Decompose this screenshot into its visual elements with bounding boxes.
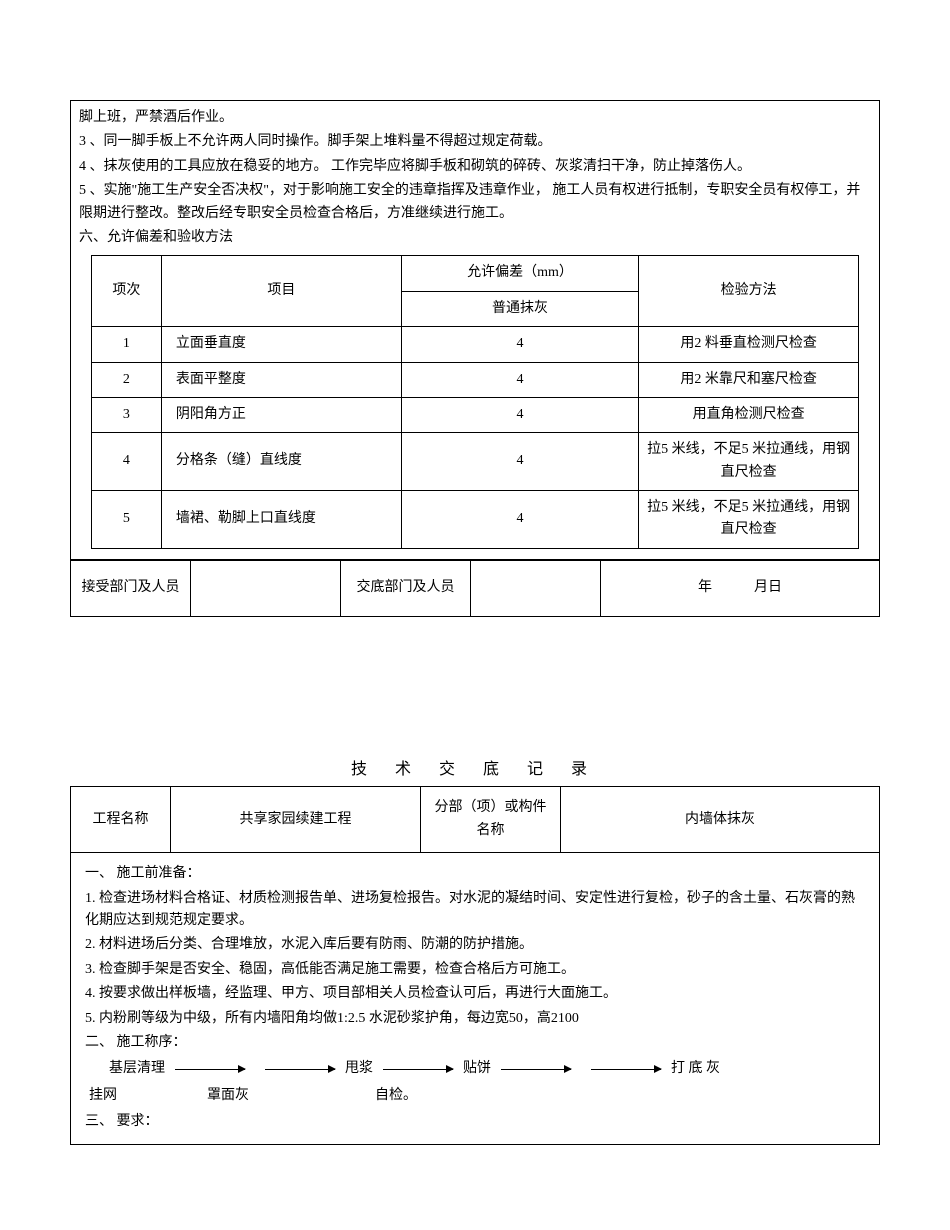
cell-item: 阴阳角方正	[161, 397, 401, 432]
arrow-icon	[265, 1069, 335, 1070]
table-row: 3 阴阳角方正 4 用直角检测尺检查	[91, 397, 858, 432]
cell-method: 用2 料垂直检测尺检查	[639, 327, 859, 362]
cell-seq: 4	[91, 433, 161, 491]
flow-line-2: 挂网 罩面灰 自检。	[85, 1085, 865, 1107]
cell-tol: 4	[401, 491, 638, 549]
section-1-block: 脚上班，严禁酒后作业。 3 、同一脚手板上不允许两人同时操作。脚手架上堆料量不得…	[70, 100, 880, 560]
cell-item: 表面平整度	[161, 362, 401, 397]
content-cell: 一、 施工前准备： 1. 检查进场材料合格证、材质检测报告单、进场复检报告。对水…	[71, 853, 880, 1144]
section2-table: 工程名称 共享家园续建工程 分部（项）或构件名称 内墙体抹灰 一、 施工前准备：…	[70, 786, 880, 1144]
cell-seq: 1	[91, 327, 161, 362]
cell-tol: 4	[401, 362, 638, 397]
content-p5: 5. 内粉刷等级为中级，所有内墙阳角均做1:2.5 水泥砂浆护角，每边宽50，高…	[85, 1008, 865, 1030]
table-row: 5 墙裙、勒脚上口直线度 4 拉5 米线，不足5 米拉通线，用钢直尺检查	[91, 491, 858, 549]
th-seq: 项次	[91, 256, 161, 327]
arrow-icon	[175, 1069, 245, 1070]
flow-step: 挂网	[89, 1085, 199, 1107]
para-2: 3 、同一脚手板上不允许两人同时操作。脚手架上堆料量不得超过规定荷载。	[79, 131, 871, 153]
th-item: 项目	[161, 256, 401, 327]
section2-content-row: 一、 施工前准备： 1. 检查进场材料合格证、材质检测报告单、进场复检报告。对水…	[71, 853, 880, 1144]
flow-step: 甩浆	[345, 1058, 373, 1080]
cell-tol: 4	[401, 397, 638, 432]
receive-label: 接受部门及人员	[71, 560, 191, 616]
arrow-icon	[501, 1069, 571, 1070]
arrow-icon	[591, 1069, 661, 1070]
signature-table: 接受部门及人员 交底部门及人员 年 月日	[70, 560, 880, 617]
th-tolerance: 允许偏差（mm）	[401, 256, 638, 291]
deliver-label: 交底部门及人员	[341, 560, 471, 616]
flow-step: 自检。	[375, 1085, 417, 1107]
content-p4: 4. 按要求做出样板墙，经监理、甲方、项目部相关人员检查认可后，再进行大面施工。	[85, 983, 865, 1005]
content-p1: 1. 检查进场材料合格证、材质检测报告单、进场复检报告。对水泥的凝结时间、安定性…	[85, 888, 865, 933]
cell-seq: 5	[91, 491, 161, 549]
arrow-icon	[383, 1069, 453, 1070]
record-title: 技 术 交 底 记 录	[70, 757, 880, 783]
cell-item: 分格条（缝）直线度	[161, 433, 401, 491]
proj-label: 工程名称	[71, 787, 171, 853]
section2-header-row: 工程名称 共享家园续建工程 分部（项）或构件名称 内墙体抹灰	[71, 787, 880, 853]
spacer	[70, 617, 880, 757]
content-h2: 二、 施工称序：	[85, 1032, 865, 1054]
content-p3: 3. 检查脚手架是否安全、稳固，高低能否满足施工需要，检查合格后方可施工。	[85, 959, 865, 981]
receive-value	[191, 560, 341, 616]
date-cell: 年 月日	[601, 560, 880, 616]
table-header-row: 项次 项目 允许偏差（mm） 检验方法	[91, 256, 858, 291]
flow-sequence: 基层清理 甩浆 贴饼 打 底 灰 挂网 罩面灰 自检。	[85, 1058, 865, 1107]
proj-value: 共享家园续建工程	[171, 787, 421, 853]
para-3: 4 、抹灰使用的工具应放在稳妥的地方。 工作完毕应将脚手板和砌筑的碎砖、灰浆清扫…	[79, 156, 871, 178]
part-value: 内墙体抹灰	[561, 787, 880, 853]
table-row: 2 表面平整度 4 用2 米靠尺和塞尺检查	[91, 362, 858, 397]
cell-seq: 3	[91, 397, 161, 432]
cell-method: 用2 米靠尺和塞尺检查	[639, 362, 859, 397]
tolerance-table: 项次 项目 允许偏差（mm） 检验方法 普通抹灰 1 立面垂直度 4 用2 料垂…	[91, 255, 859, 549]
cell-method: 用直角检测尺检查	[639, 397, 859, 432]
para-4: 5 、实施"施工生产安全否决权"，对于影响施工安全的违章指挥及违章作业， 施工人…	[79, 180, 871, 225]
table-row: 4 分格条（缝）直线度 4 拉5 米线，不足5 米拉通线，用钢直尺检查	[91, 433, 858, 491]
para-5: 六、允许偏差和验收方法	[79, 227, 871, 249]
flow-step: 打 底 灰	[671, 1058, 720, 1080]
content-h1: 一、 施工前准备：	[85, 863, 865, 885]
table-row: 1 立面垂直度 4 用2 料垂直检测尺检查	[91, 327, 858, 362]
th-tolerance-sub: 普通抹灰	[401, 291, 638, 326]
th-method: 检验方法	[639, 256, 859, 327]
content-p2: 2. 材料进场后分类、合理堆放，水泥入库后要有防雨、防潮的防护措施。	[85, 934, 865, 956]
cell-seq: 2	[91, 362, 161, 397]
cell-item: 墙裙、勒脚上口直线度	[161, 491, 401, 549]
cell-method: 拉5 米线，不足5 米拉通线，用钢直尺检查	[639, 433, 859, 491]
flow-step: 贴饼	[463, 1058, 491, 1080]
para-1: 脚上班，严禁酒后作业。	[79, 107, 871, 129]
cell-tol: 4	[401, 327, 638, 362]
signature-row: 接受部门及人员 交底部门及人员 年 月日	[71, 560, 880, 616]
cell-method: 拉5 米线，不足5 米拉通线，用钢直尺检查	[639, 491, 859, 549]
part-label: 分部（项）或构件名称	[421, 787, 561, 853]
flow-line-1: 基层清理 甩浆 贴饼 打 底 灰	[105, 1058, 865, 1080]
flow-step: 基层清理	[109, 1058, 165, 1080]
flow-step: 罩面灰	[207, 1085, 367, 1107]
content-h3: 三、 要求：	[85, 1111, 865, 1133]
cell-item: 立面垂直度	[161, 327, 401, 362]
deliver-value	[471, 560, 601, 616]
cell-tol: 4	[401, 433, 638, 491]
